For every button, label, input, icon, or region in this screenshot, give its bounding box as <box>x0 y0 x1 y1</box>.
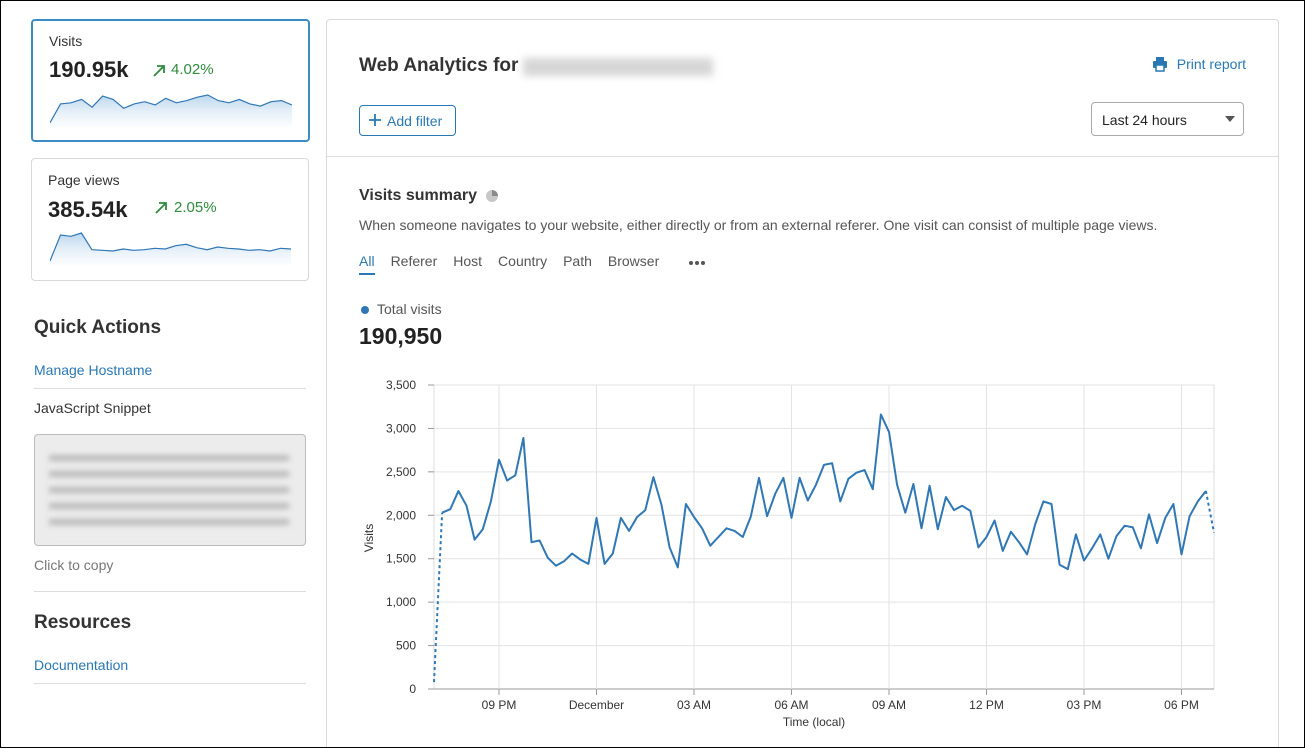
x-tick-label: 03 AM <box>677 698 711 712</box>
blurred-domain <box>523 58 713 76</box>
y-tick-label: 3,000 <box>386 421 416 435</box>
sparkline <box>50 94 293 127</box>
line-segment-partial <box>1204 490 1215 533</box>
x-tick-label: 09 AM <box>872 698 906 712</box>
pageviews-card[interactable]: Page views 385.54k 2.05% <box>31 158 309 281</box>
plus-icon <box>369 114 381 126</box>
tab[interactable]: Path <box>563 253 592 269</box>
help-icon <box>486 190 498 202</box>
y-axis-label: Visits <box>362 524 376 552</box>
printer-icon <box>1153 57 1167 72</box>
y-tick-label: 3,500 <box>386 378 416 392</box>
x-tick-label: December <box>569 698 624 712</box>
x-axis-label: Time (local) <box>783 715 845 729</box>
main-panel: Web Analytics for Print report Add filte… <box>326 19 1279 747</box>
documentation-link[interactable]: Documentation <box>34 657 129 673</box>
tab[interactable]: All <box>359 253 375 275</box>
tab[interactable]: Host <box>453 253 483 269</box>
card-value: 190.95k <box>49 57 129 82</box>
tab[interactable]: Browser <box>607 253 660 269</box>
x-tick-label: 06 PM <box>1164 698 1199 712</box>
copy-hint: Click to copy <box>34 557 114 573</box>
divider <box>34 388 306 389</box>
card-value: 385.54k <box>48 197 128 222</box>
sparkline-line <box>50 232 292 262</box>
time-range-label: Last 24 hours <box>1102 112 1187 128</box>
chart: 0 500 1,000 1,500 2,000 2,500 3,000 3,500 09 PM D… <box>362 378 1215 729</box>
code-snippet[interactable] <box>34 434 306 546</box>
tab[interactable]: Referer <box>390 253 438 269</box>
x-tick-label: 12 PM <box>969 698 1004 712</box>
card-change: 4.02% <box>171 61 214 78</box>
line-series <box>441 413 1207 571</box>
add-filter-button[interactable]: Add filter <box>359 105 456 136</box>
sparkline-line <box>50 94 293 124</box>
sparkline-area <box>50 95 292 127</box>
page-title: Web Analytics for <box>359 55 519 76</box>
legend-dot <box>361 306 369 314</box>
y-tick-label: 2,500 <box>386 465 416 479</box>
x-tick-label: 09 PM <box>482 698 517 712</box>
y-tick-label: 0 <box>409 682 416 696</box>
divider <box>34 591 306 592</box>
y-tick-label: 1,000 <box>386 595 416 609</box>
y-tick-label: 2,000 <box>386 508 416 522</box>
x-tick-label: 03 PM <box>1067 698 1102 712</box>
section-title: Quick Actions <box>34 317 162 338</box>
legend-label: Total visits <box>377 301 442 317</box>
total-visits: 190,950 <box>359 323 443 349</box>
print-report-link[interactable]: Print report <box>1176 56 1246 72</box>
up-arrow-icon <box>155 202 167 214</box>
sparkline <box>50 232 292 265</box>
section-title: Visits summary <box>359 187 477 204</box>
card-label: Page views <box>48 172 120 188</box>
divider <box>327 156 1278 157</box>
caret-icon <box>1225 116 1235 122</box>
blurred-code <box>49 449 289 533</box>
tab-bar: All Referer Host Country Path Browser <box>359 253 675 275</box>
snippet-label: JavaScript Snippet <box>34 400 151 416</box>
card-label: Visits <box>49 33 83 49</box>
up-arrow-icon <box>153 65 165 77</box>
divider <box>34 683 306 684</box>
tab[interactable]: Country <box>498 253 548 269</box>
line-segment-partial <box>433 512 444 683</box>
add-filter-label: Add filter <box>387 113 443 129</box>
summary-description: When someone navigates to your website, … <box>359 217 1158 233</box>
section-title: Resources <box>34 612 132 633</box>
sparkline-area <box>50 233 291 265</box>
y-tick-label: 500 <box>396 639 416 653</box>
manage-hostname-link[interactable]: Manage Hostname <box>34 362 153 378</box>
visits-card[interactable]: Visits 190.95k 4.02% <box>31 19 310 142</box>
x-tick-label: 06 AM <box>774 698 808 712</box>
card-change: 2.05% <box>174 199 217 216</box>
time-range-dropdown[interactable]: Last 24 hours <box>1091 102 1244 136</box>
more-tabs-icon[interactable] <box>688 260 706 266</box>
y-tick-label: 1,500 <box>386 552 416 566</box>
